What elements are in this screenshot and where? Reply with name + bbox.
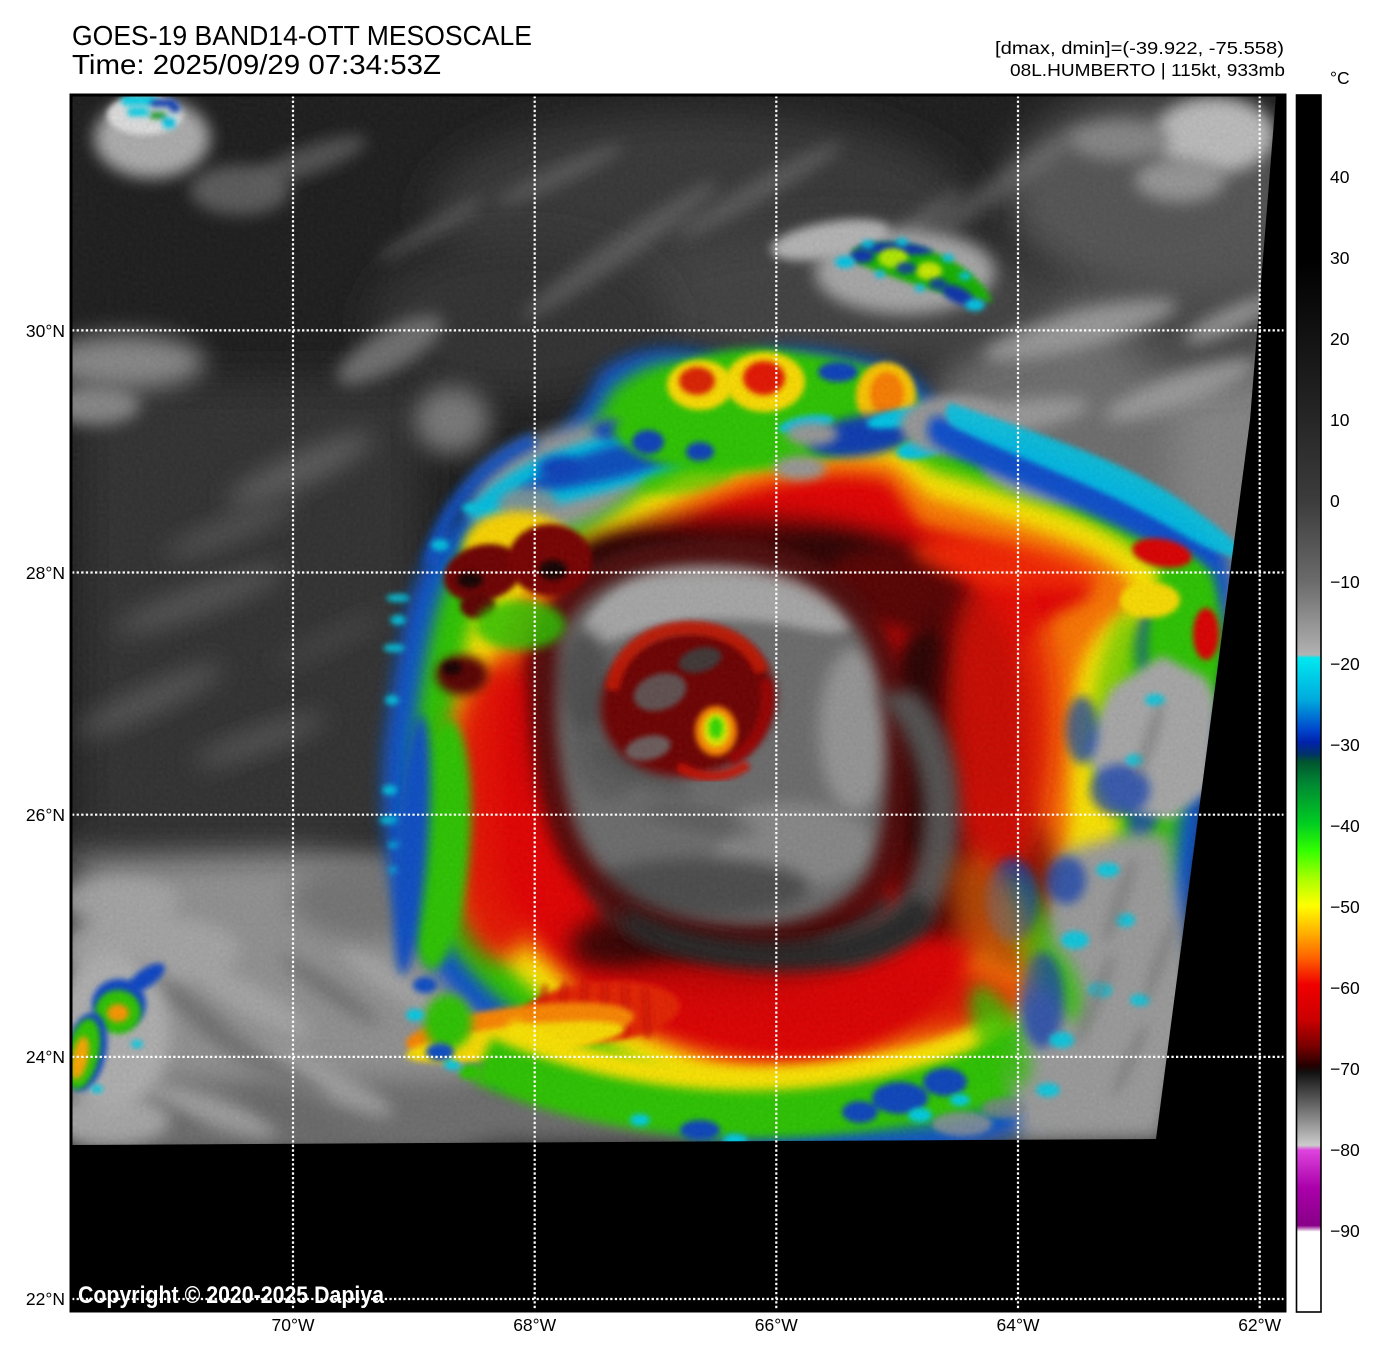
svg-text:30°N: 30°N [26,321,65,341]
svg-text:GOES-19 BAND14-OTT MESOSCALE: GOES-19 BAND14-OTT MESOSCALE [72,20,532,51]
svg-text:°C: °C [1330,68,1350,88]
svg-text:64°W: 64°W [997,1315,1040,1335]
svg-text:−30: −30 [1330,735,1360,755]
svg-text:−70: −70 [1330,1059,1360,1079]
svg-text:−50: −50 [1330,897,1360,917]
svg-text:28°N: 28°N [26,563,65,583]
svg-text:70°W: 70°W [272,1315,315,1335]
svg-text:−40: −40 [1330,816,1360,836]
svg-text:68°W: 68°W [513,1315,556,1335]
svg-text:Time: 2025/09/29 07:34:53Z: Time: 2025/09/29 07:34:53Z [72,49,441,80]
svg-text:24°N: 24°N [26,1047,65,1067]
svg-text:[dmax, dmin]=(-39.922, -75.558: [dmax, dmin]=(-39.922, -75.558) [995,38,1284,58]
svg-text:−20: −20 [1330,654,1360,674]
svg-text:22°N: 22°N [26,1289,65,1309]
svg-text:Copyright © 2020-2025 Dapiya: Copyright © 2020-2025 Dapiya [78,1282,384,1309]
svg-text:−10: −10 [1330,572,1360,592]
svg-text:−60: −60 [1330,978,1360,998]
svg-text:−90: −90 [1330,1221,1360,1241]
svg-text:0: 0 [1330,491,1340,511]
svg-text:66°W: 66°W [755,1315,798,1335]
svg-text:26°N: 26°N [26,805,65,825]
svg-text:62°W: 62°W [1238,1315,1281,1335]
svg-text:10: 10 [1330,410,1350,430]
svg-text:40: 40 [1330,167,1350,187]
svg-text:20: 20 [1330,329,1350,349]
svg-text:08L.HUMBERTO | 115kt, 933mb: 08L.HUMBERTO | 115kt, 933mb [1010,60,1285,80]
svg-text:30: 30 [1330,248,1350,268]
svg-text:−80: −80 [1330,1140,1360,1160]
